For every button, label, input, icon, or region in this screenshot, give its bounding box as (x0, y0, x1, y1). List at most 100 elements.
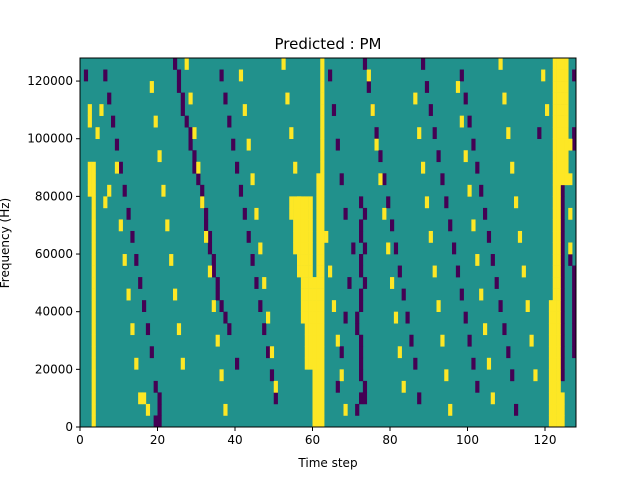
heatmap-cell-high (564, 58, 569, 70)
heatmap-cell-high (552, 161, 557, 174)
heatmap-cell-high (289, 127, 294, 140)
heatmap-cell-high (541, 69, 546, 82)
heatmap-cell-low (440, 173, 445, 186)
heatmap-cell-high (529, 334, 534, 347)
heatmap-cell-low (463, 92, 468, 105)
heatmap-cell-high (312, 403, 317, 416)
heatmap-cell-high (548, 357, 554, 370)
heatmap-cell-high (91, 242, 96, 255)
x-tick-label: 100 (456, 433, 479, 447)
heatmap-cell-high (552, 150, 557, 163)
heatmap-cell-high (552, 230, 557, 243)
heatmap-cell-high (552, 104, 557, 116)
heatmap-cell-high (556, 334, 561, 347)
heatmap-cell-high (122, 254, 127, 266)
heatmap-cell-high (308, 219, 313, 232)
heatmap-cell-high (293, 196, 298, 209)
heatmap-cell-high (552, 242, 557, 255)
heatmap-cell-low (343, 311, 348, 324)
x-tick-label: 0 (76, 433, 84, 447)
heatmap-cell-low (157, 415, 162, 428)
heatmap-cell-low (227, 115, 232, 128)
heatmap-cell-high (331, 300, 337, 312)
heatmap-cell-high (320, 92, 325, 105)
heatmap-cell-high (548, 369, 554, 382)
heatmap-cell-high (556, 184, 561, 197)
heatmap-cell-high (320, 115, 325, 128)
heatmap-cell-high (548, 323, 554, 336)
heatmap-cell-high (552, 323, 557, 336)
heatmap-cell-low (572, 127, 577, 140)
heatmap-cell-low (362, 392, 368, 405)
heatmap-cell-high (517, 230, 523, 243)
heatmap-cell-low (173, 58, 178, 70)
heatmap-cell-high (169, 254, 174, 266)
heatmap-cell-low (560, 311, 565, 324)
heatmap-cell-high (304, 254, 309, 266)
heatmap-cell-high (560, 92, 565, 105)
heatmap-cell-high (552, 219, 557, 232)
heatmap-cell-high (320, 81, 325, 93)
heatmap-cell-low (223, 92, 228, 105)
heatmap-cell-high (300, 300, 306, 312)
heatmap-cell-low (359, 357, 364, 370)
heatmap-cell-low (138, 277, 143, 289)
heatmap-cell-high (556, 346, 561, 359)
heatmap-cell-low (359, 392, 364, 405)
heatmap-cell-low (215, 277, 220, 289)
heatmap-cell-high (560, 115, 565, 128)
heatmap-cell-low (180, 104, 185, 116)
heatmap-cell-high (258, 242, 263, 255)
heatmap-cell-high (556, 173, 561, 186)
heatmap-cell-high (316, 277, 321, 289)
heatmap-cell-low (355, 403, 360, 416)
heatmap-cell-low (560, 369, 565, 382)
heatmap-cell-high (300, 254, 306, 266)
heatmap-cell-low (359, 288, 364, 301)
heatmap-cell-high (320, 173, 325, 186)
heatmap-cell-low (572, 288, 577, 301)
heatmap-cell-high (316, 300, 321, 312)
heatmap-cell-high (316, 230, 321, 243)
heatmap-cell-high (397, 346, 402, 359)
heatmap-cell-high (548, 311, 554, 324)
heatmap-cell-high (552, 392, 557, 405)
heatmap-cell-high (320, 242, 325, 255)
heatmap-cell-low (204, 219, 209, 232)
heatmap-cell-high (432, 265, 437, 278)
heatmap-cell-high (266, 311, 271, 324)
heatmap-cell-low (359, 219, 364, 232)
heatmap-cell-high (316, 357, 321, 370)
heatmap-cell-low (134, 254, 139, 266)
heatmap-cell-low (266, 346, 271, 359)
heatmap-cell-high (293, 219, 298, 232)
heatmap-cell-low (359, 369, 364, 382)
heatmap-cell-low (262, 323, 267, 336)
heatmap-cell-high (552, 403, 557, 416)
heatmap-cell-high (312, 334, 317, 347)
heatmap-cell-high (564, 104, 569, 116)
heatmap-cell-high (246, 138, 251, 151)
heatmap-cell-high (382, 207, 387, 220)
heatmap-cell-high (486, 357, 492, 370)
heatmap-cell-high (556, 369, 561, 382)
heatmap-cell-low (200, 184, 205, 197)
heatmap-cell-high (91, 392, 96, 405)
heatmap-cell-low (130, 230, 135, 243)
heatmap-cell-high (99, 104, 104, 116)
heatmap-cell-high (428, 230, 433, 243)
heatmap-cell-high (91, 415, 96, 428)
heatmap-cell-low (331, 104, 337, 116)
heatmap-cell-high (556, 242, 561, 255)
heatmap-cell-high (297, 196, 302, 209)
heatmap-cell-high (308, 242, 313, 255)
heatmap-cell-high (308, 265, 313, 278)
heatmap-cell-low (359, 196, 364, 209)
heatmap-cell-high (552, 380, 557, 393)
heatmap-cell-low (428, 104, 433, 116)
heatmap-cell-high (556, 265, 561, 278)
heatmap-cell-low (374, 127, 379, 140)
heatmap-cell-low (184, 115, 189, 128)
heatmap-cell-high (304, 242, 309, 255)
heatmap-cell-high (320, 403, 325, 416)
